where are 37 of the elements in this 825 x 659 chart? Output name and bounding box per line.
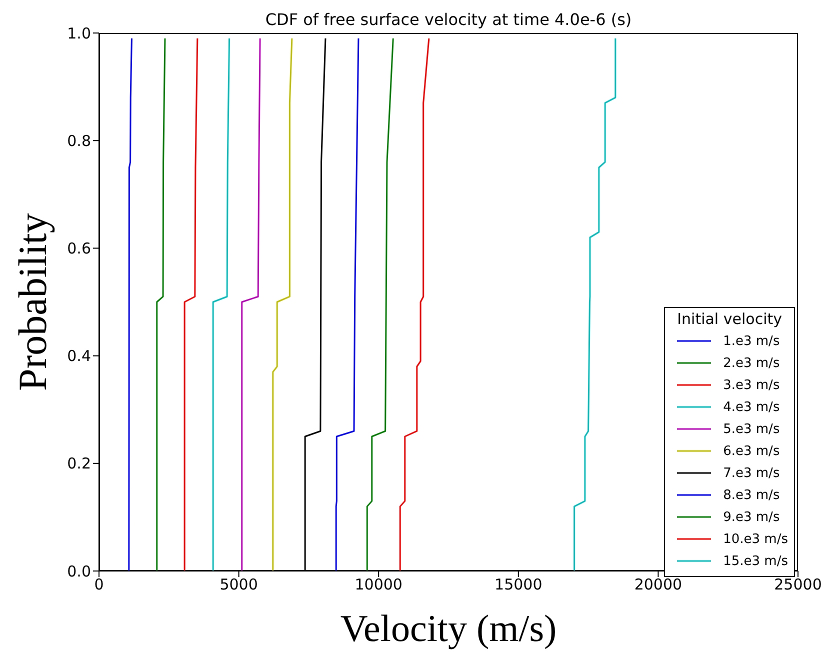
- line-series: [272, 38, 293, 571]
- line-series: [212, 38, 230, 571]
- legend-label: 5.e3 m/s: [723, 422, 780, 436]
- y-tick-label: 1.0: [67, 24, 91, 42]
- x-tick-label: 15000: [494, 576, 542, 594]
- x-tick-label: 25000: [774, 576, 822, 594]
- line-series: [184, 38, 198, 571]
- x-axis-title: Velocity (m/s): [340, 608, 557, 650]
- legend-label: 7.e3 m/s: [723, 466, 780, 480]
- legend-label: 15.e3 m/s: [723, 554, 788, 568]
- line-series: [241, 38, 261, 571]
- legend-label: 4.e3 m/s: [723, 400, 780, 414]
- legend-label: 1.e3 m/s: [723, 334, 780, 348]
- y-tick-label: 0.6: [67, 240, 91, 258]
- x-tick-label: 20000: [634, 576, 682, 594]
- chart-title: CDF of free surface velocity at time 4.0e-6 (s): [264, 10, 633, 29]
- line-series: [366, 38, 394, 571]
- x-tick-label: 10000: [354, 576, 402, 594]
- y-tick-label: 0.4: [67, 347, 91, 366]
- y-tick-label: 0.2: [67, 454, 91, 473]
- legend-title: Initial velocity: [676, 310, 783, 328]
- legend-label: 9.e3 m/s: [723, 510, 780, 524]
- legend-label: 2.e3 m/s: [723, 356, 780, 370]
- line-series: [399, 38, 430, 571]
- y-tick-label: 0.0: [67, 562, 91, 580]
- legend-label: 3.e3 m/s: [723, 378, 780, 392]
- x-tick-label: 5000: [220, 576, 258, 594]
- y-tick-label: 0.8: [67, 132, 91, 150]
- y-axis-title: Probability: [10, 213, 56, 391]
- line-series: [156, 38, 166, 571]
- x-tick-label: 0: [94, 576, 104, 594]
- legend-label: 6.e3 m/s: [723, 444, 780, 458]
- legend-label: 10.e3 m/s: [723, 532, 788, 546]
- line-series: [574, 38, 616, 571]
- line-series: [335, 38, 360, 571]
- legend-label: 8.e3 m/s: [723, 488, 780, 502]
- line-series: [128, 38, 132, 571]
